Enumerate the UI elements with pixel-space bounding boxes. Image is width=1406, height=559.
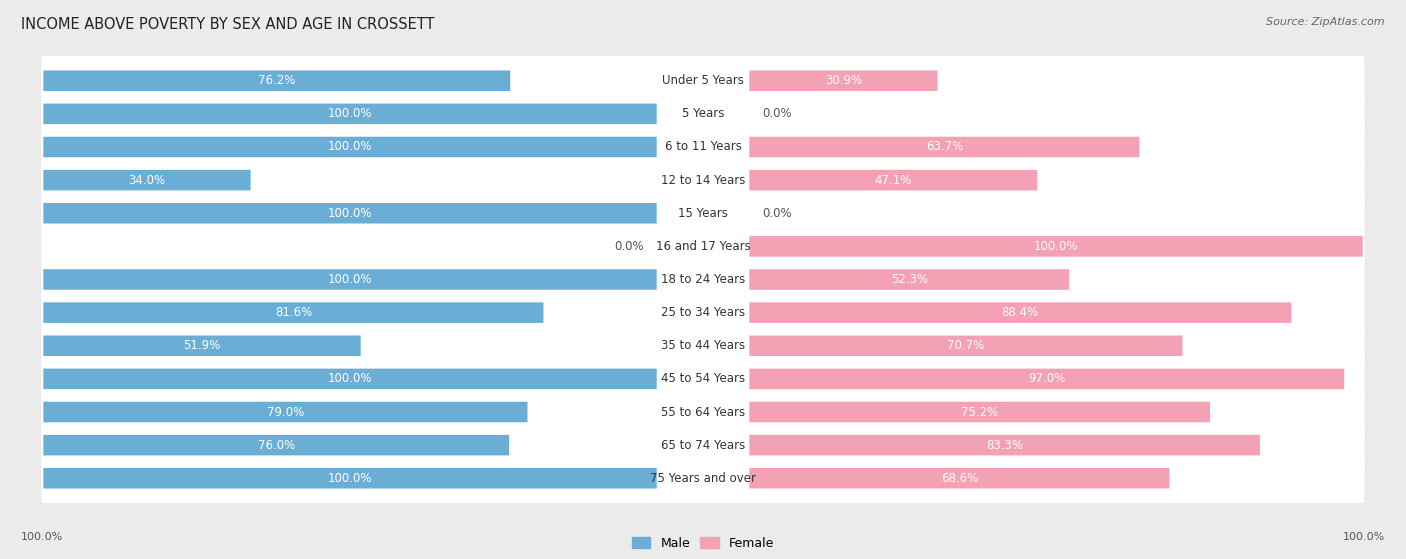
FancyBboxPatch shape <box>749 335 1182 356</box>
Text: 35 to 44 Years: 35 to 44 Years <box>661 339 745 352</box>
FancyBboxPatch shape <box>44 269 657 290</box>
Text: 18 to 24 Years: 18 to 24 Years <box>661 273 745 286</box>
Text: 55 to 64 Years: 55 to 64 Years <box>661 405 745 419</box>
FancyBboxPatch shape <box>44 70 510 91</box>
FancyBboxPatch shape <box>44 170 250 191</box>
Text: 47.1%: 47.1% <box>875 174 912 187</box>
FancyBboxPatch shape <box>41 254 1365 305</box>
FancyBboxPatch shape <box>44 137 657 157</box>
Text: 100.0%: 100.0% <box>1343 532 1385 542</box>
FancyBboxPatch shape <box>41 55 1365 106</box>
Text: INCOME ABOVE POVERTY BY SEX AND AGE IN CROSSETT: INCOME ABOVE POVERTY BY SEX AND AGE IN C… <box>21 17 434 32</box>
FancyBboxPatch shape <box>41 320 1365 371</box>
Text: 51.9%: 51.9% <box>183 339 221 352</box>
Text: 0.0%: 0.0% <box>614 240 644 253</box>
Text: 75.2%: 75.2% <box>962 405 998 419</box>
FancyBboxPatch shape <box>41 420 1365 470</box>
FancyBboxPatch shape <box>749 70 938 91</box>
Text: 52.3%: 52.3% <box>890 273 928 286</box>
Text: 100.0%: 100.0% <box>328 140 373 154</box>
FancyBboxPatch shape <box>41 453 1365 504</box>
FancyBboxPatch shape <box>41 155 1365 205</box>
Text: 25 to 34 Years: 25 to 34 Years <box>661 306 745 319</box>
Text: 97.0%: 97.0% <box>1028 372 1066 385</box>
Text: 15 Years: 15 Years <box>678 207 728 220</box>
FancyBboxPatch shape <box>44 435 509 456</box>
FancyBboxPatch shape <box>44 402 527 422</box>
Text: 100.0%: 100.0% <box>328 107 373 120</box>
Text: 79.0%: 79.0% <box>267 405 304 419</box>
Text: 68.6%: 68.6% <box>941 472 979 485</box>
Text: 88.4%: 88.4% <box>1001 306 1039 319</box>
FancyBboxPatch shape <box>749 435 1260 456</box>
Text: 30.9%: 30.9% <box>825 74 862 87</box>
Text: 100.0%: 100.0% <box>328 472 373 485</box>
FancyBboxPatch shape <box>749 302 1291 323</box>
FancyBboxPatch shape <box>41 188 1365 239</box>
Text: 76.0%: 76.0% <box>257 439 295 452</box>
Text: 5 Years: 5 Years <box>682 107 724 120</box>
Legend: Male, Female: Male, Female <box>627 532 779 555</box>
FancyBboxPatch shape <box>44 335 361 356</box>
Text: 45 to 54 Years: 45 to 54 Years <box>661 372 745 385</box>
FancyBboxPatch shape <box>44 302 544 323</box>
FancyBboxPatch shape <box>749 368 1344 389</box>
Text: 65 to 74 Years: 65 to 74 Years <box>661 439 745 452</box>
Text: 83.3%: 83.3% <box>986 439 1024 452</box>
FancyBboxPatch shape <box>44 203 657 224</box>
FancyBboxPatch shape <box>41 122 1365 172</box>
FancyBboxPatch shape <box>41 89 1365 139</box>
FancyBboxPatch shape <box>41 387 1365 437</box>
Text: 100.0%: 100.0% <box>21 532 63 542</box>
FancyBboxPatch shape <box>749 170 1038 191</box>
Text: 70.7%: 70.7% <box>948 339 984 352</box>
FancyBboxPatch shape <box>749 137 1139 157</box>
Text: 100.0%: 100.0% <box>1033 240 1078 253</box>
Text: 0.0%: 0.0% <box>762 207 792 220</box>
FancyBboxPatch shape <box>44 368 657 389</box>
Text: 6 to 11 Years: 6 to 11 Years <box>665 140 741 154</box>
FancyBboxPatch shape <box>749 468 1170 489</box>
Text: 16 and 17 Years: 16 and 17 Years <box>655 240 751 253</box>
Text: 81.6%: 81.6% <box>274 306 312 319</box>
FancyBboxPatch shape <box>749 402 1211 422</box>
Text: 75 Years and over: 75 Years and over <box>650 472 756 485</box>
FancyBboxPatch shape <box>41 354 1365 404</box>
Text: 0.0%: 0.0% <box>762 107 792 120</box>
Text: 100.0%: 100.0% <box>328 273 373 286</box>
Text: 100.0%: 100.0% <box>328 207 373 220</box>
Text: Source: ZipAtlas.com: Source: ZipAtlas.com <box>1267 17 1385 27</box>
FancyBboxPatch shape <box>44 468 657 489</box>
FancyBboxPatch shape <box>749 236 1362 257</box>
FancyBboxPatch shape <box>44 103 657 124</box>
Text: 34.0%: 34.0% <box>128 174 166 187</box>
Text: Under 5 Years: Under 5 Years <box>662 74 744 87</box>
Text: 63.7%: 63.7% <box>925 140 963 154</box>
FancyBboxPatch shape <box>41 287 1365 338</box>
FancyBboxPatch shape <box>41 221 1365 272</box>
Text: 12 to 14 Years: 12 to 14 Years <box>661 174 745 187</box>
FancyBboxPatch shape <box>749 269 1069 290</box>
Text: 100.0%: 100.0% <box>328 372 373 385</box>
Text: 76.2%: 76.2% <box>259 74 295 87</box>
